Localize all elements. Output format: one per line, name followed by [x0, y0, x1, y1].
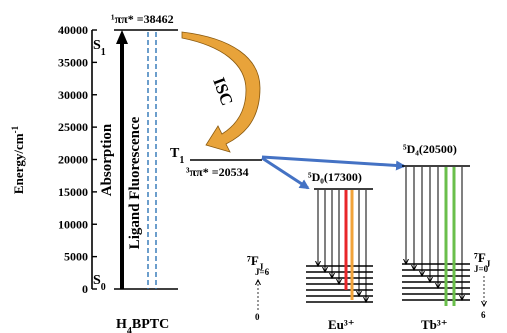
transfer-to-tb [261, 155, 406, 171]
y-tick-label: 0 [82, 282, 88, 296]
terbium-levels: ⁵D₄(20500) Tb³⁺ ⁷FJ J=0 6 [402, 142, 491, 332]
y-axis: 0 5000 10000 15000 20000 25000 30000 35000 40000… [10, 23, 97, 296]
y-tick-label: 10000 [58, 217, 88, 231]
s1-energy-label: ¹ππ* =38462 [111, 12, 174, 26]
y-axis-label: Energy/cm-1 [10, 125, 26, 194]
t1-energy-label: ³ππ* =20534 [186, 165, 249, 179]
isc-label: ISC [209, 75, 237, 108]
eu-j-bottom: 0 [255, 312, 260, 322]
tb-j-bottom: 6 [481, 310, 486, 320]
y-tick-label: 40000 [58, 23, 88, 37]
ligand-levels: S1 S0 ¹ππ* =38462 Absorption Ligand Fluo… [93, 12, 178, 333]
s1-label: S1 [93, 38, 106, 58]
energy-transfer-arrows [261, 155, 406, 190]
y-tick-label: 25000 [58, 120, 88, 134]
tb-emitting-level-label: ⁵D₄(20500) [403, 142, 457, 156]
t1-label: T1 [170, 146, 184, 166]
y-tick-label: 15000 [58, 185, 88, 199]
y-tick-label: 5000 [64, 250, 88, 264]
eu-j-top: J=6 [255, 267, 270, 277]
absorption-label: Absorption [99, 123, 115, 196]
transfer-to-eu [261, 156, 310, 190]
t1-level-group: T1 ³ππ* =20534 [170, 146, 262, 179]
tb-ground-term: ⁷FJ [474, 250, 491, 269]
eu-ion-label: Eu³⁺ [328, 317, 355, 332]
tb-ion-label: Tb³⁺ [421, 317, 448, 332]
y-tick-label: 20000 [58, 153, 88, 167]
isc-arrow: ISC [181, 31, 261, 153]
s0-label: S0 [93, 273, 106, 293]
fluorescence-label: Ligand Fluorescence [127, 116, 143, 249]
eu-emitting-level-label: ⁵D₀(17300) [308, 170, 362, 184]
europium-levels: ⁵D₀(17300) Eu³⁺ ⁷FJ J=6 0 [247, 170, 373, 332]
eu-ground-term: ⁷FJ [247, 253, 264, 272]
y-tick-label: 35000 [58, 55, 88, 69]
tb-j-top: J=0 [474, 264, 489, 274]
ligand-name: H4BPTC [116, 317, 169, 333]
y-tick-label: 30000 [58, 88, 88, 102]
